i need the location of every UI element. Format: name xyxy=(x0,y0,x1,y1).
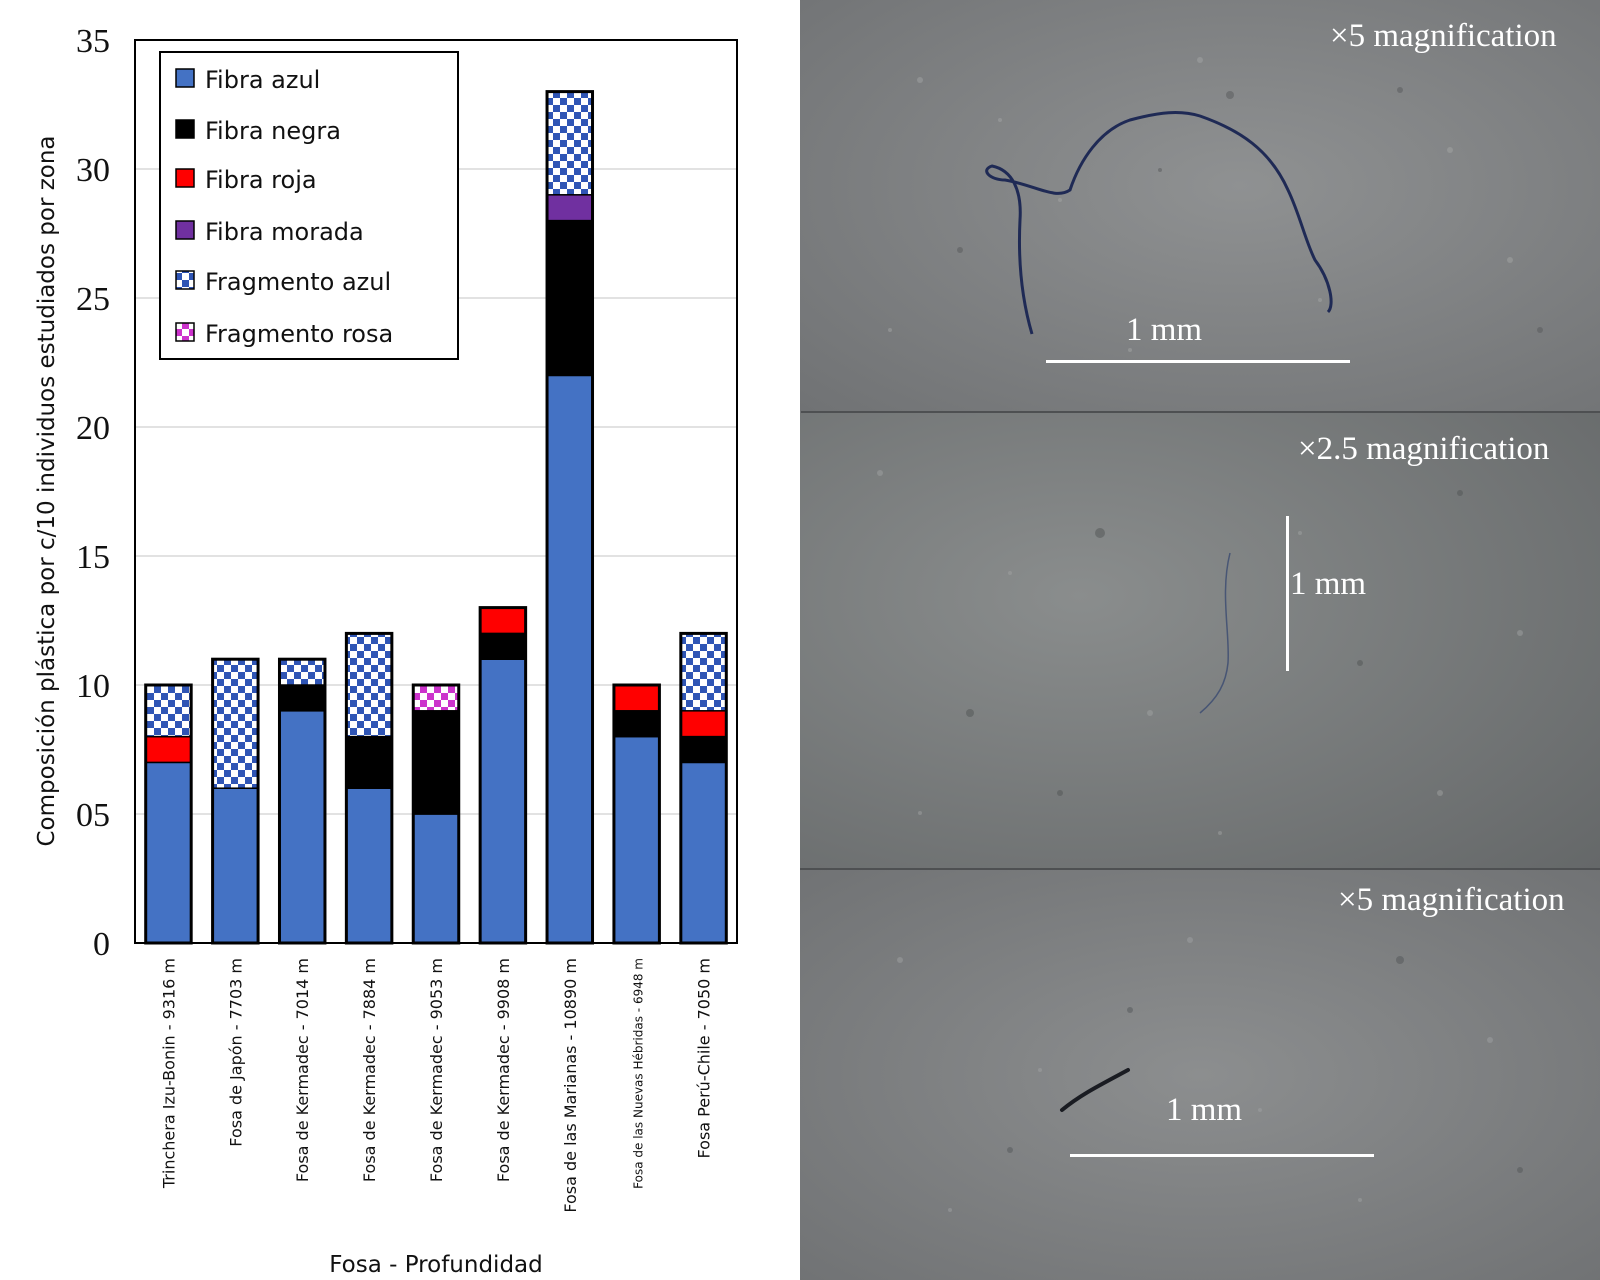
legend-swatch xyxy=(175,68,195,88)
micrograph-top-image xyxy=(800,0,1600,413)
bars xyxy=(144,90,728,945)
bar-segment xyxy=(546,219,594,377)
micrograph-middle-image xyxy=(800,413,1600,870)
bar-segment xyxy=(479,658,527,944)
y-tick-label: 20 xyxy=(76,410,110,447)
bar-segment xyxy=(278,710,326,944)
bar-segment xyxy=(144,761,192,944)
bar-segment xyxy=(345,632,393,738)
bar-segment xyxy=(345,787,393,944)
legend-swatch xyxy=(175,168,195,188)
legend-swatch xyxy=(175,270,195,290)
bar-segment xyxy=(546,194,594,222)
scale-bar-label: 1 mm xyxy=(1290,566,1367,602)
x-tick-label: Fosa de Kermadec - 7014 m xyxy=(293,958,312,1182)
bar-segment xyxy=(278,658,326,686)
micrograph-middle: ×2.5 magnification 1 mm xyxy=(800,413,1600,870)
legend-label: Fragmento rosa xyxy=(205,320,393,348)
legend-label: Fibra negra xyxy=(205,117,341,145)
bar-segment xyxy=(278,684,326,712)
scale-bar xyxy=(1070,1154,1374,1157)
legend-label: Fibra morada xyxy=(205,218,364,246)
y-tick-label: 15 xyxy=(76,539,110,576)
stacked-bar-chart: 0 05 10 15 20 25 30 35 Trinchera Izu-Bonin - 93… xyxy=(0,0,790,1280)
legend-box xyxy=(159,51,459,360)
bar-segment xyxy=(680,735,728,764)
scale-bar xyxy=(1286,516,1289,671)
bar-segment xyxy=(479,632,527,660)
bar-segment xyxy=(345,735,393,789)
legend-swatch xyxy=(175,119,195,139)
bar-segment xyxy=(412,813,460,944)
magnification-label: ×5 magnification xyxy=(1338,882,1565,918)
bar-segment xyxy=(546,374,594,944)
x-tick-label: Fosa de las Nuevas Hébridas - 6948 m xyxy=(632,958,646,1189)
legend-label: Fragmento azul xyxy=(205,268,391,296)
x-axis-title: Fosa - Profundidad xyxy=(329,1252,543,1278)
bar-segment xyxy=(479,606,527,635)
y-axis-ticks: 0 05 10 15 20 25 30 35 xyxy=(76,23,110,963)
scale-bar-label: 1 mm xyxy=(1126,312,1203,348)
bar-segment xyxy=(680,632,728,712)
x-tick-label: Fosa de Kermadec - 9053 m xyxy=(427,958,446,1182)
legend-swatch xyxy=(175,220,195,240)
bar-segment xyxy=(211,787,259,944)
micrograph-bottom-image xyxy=(800,870,1600,1280)
y-tick-label: 35 xyxy=(76,23,110,60)
plot-frame xyxy=(134,39,738,944)
scale-bar-label: 1 mm xyxy=(1166,1092,1243,1128)
bar-segment xyxy=(613,735,661,944)
bar-segment xyxy=(144,684,192,738)
bar-segment xyxy=(680,710,728,738)
magnification-label: ×5 magnification xyxy=(1330,18,1557,54)
bar-segment xyxy=(144,735,192,764)
chart-canvas: 0 05 10 15 20 25 30 35 Trinchera Izu-Bonin - 93… xyxy=(34,23,738,1278)
legend-label: Fibra azul xyxy=(205,66,320,94)
x-tick-label: Fosa de Kermadec - 7884 m xyxy=(360,958,379,1182)
x-axis-ticks: Trinchera Izu-Bonin - 9316 m Fosa de Japó… xyxy=(159,958,713,1213)
legend-label: Fibra roja xyxy=(205,166,317,194)
bar-segment xyxy=(613,684,661,712)
bar-segment xyxy=(211,658,259,789)
y-tick-label: 0 xyxy=(93,926,110,963)
y-tick-label: 05 xyxy=(76,797,110,834)
micrograph-top: ×5 magnification 1 mm xyxy=(800,0,1600,413)
y-tick-label: 10 xyxy=(76,668,110,705)
bar-segment xyxy=(546,90,594,196)
micrograph-panel: ×5 magnification 1 mm xyxy=(800,0,1600,1280)
x-tick-label: Fosa de Kermadec - 9908 m xyxy=(494,958,513,1182)
legend: Fibra azul Fibra negra Fibra roja Fibra mor… xyxy=(159,51,459,360)
bar-segment xyxy=(412,684,460,712)
y-axis-title: Composición plástica por c/10 individuos… xyxy=(34,135,60,846)
legend-swatch xyxy=(175,322,195,342)
x-tick-label: Fosa de las Marianas - 10890 m xyxy=(561,958,580,1213)
x-tick-label: Fosa Perú-Chile - 7050 m xyxy=(695,958,714,1158)
scale-bar xyxy=(1046,360,1350,363)
bar-segment xyxy=(613,710,661,738)
magnification-label: ×2.5 magnification xyxy=(1298,431,1550,467)
micrograph-bottom: ×5 magnification 1 mm xyxy=(800,870,1600,1280)
bar-segment xyxy=(412,710,460,815)
bar-segment xyxy=(680,761,728,944)
y-tick-label: 30 xyxy=(76,152,110,189)
x-tick-label: Fosa de Japón - 7703 m xyxy=(226,958,245,1147)
y-tick-label: 25 xyxy=(76,281,110,318)
x-tick-label: Trinchera Izu-Bonin - 9316 m xyxy=(159,958,178,1189)
